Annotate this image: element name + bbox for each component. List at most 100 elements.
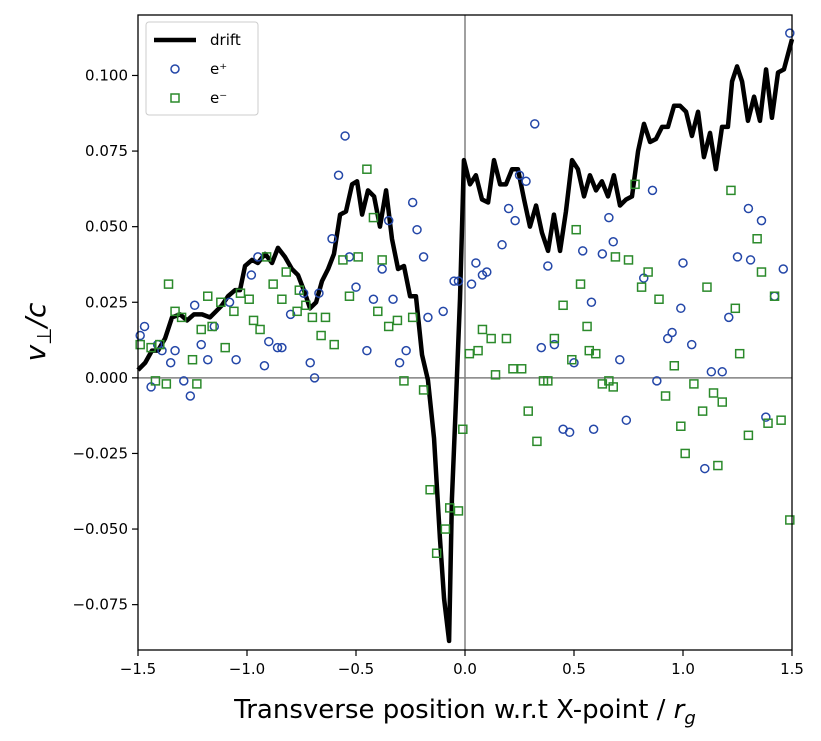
electron-point — [726, 185, 736, 196]
electron-point — [785, 515, 795, 525]
y-label-sub: ⊥ — [32, 327, 56, 344]
positron-point — [383, 215, 394, 226]
electron-point — [268, 279, 278, 289]
positron-point — [449, 276, 459, 286]
electron-point — [294, 285, 305, 295]
positron-point — [543, 261, 553, 271]
electron-point — [453, 506, 464, 516]
electron-point — [516, 364, 527, 374]
electron-point — [597, 379, 608, 389]
positron-point — [482, 267, 492, 277]
y-tick-label: 0.050 — [85, 218, 128, 236]
electron-point — [418, 385, 429, 395]
positron-point — [362, 345, 372, 356]
electron-point — [473, 345, 483, 356]
electron-point — [643, 267, 653, 277]
electron-point — [353, 252, 363, 262]
electron-point — [636, 282, 647, 292]
positron-point — [418, 252, 429, 262]
electron-point — [192, 379, 202, 389]
y-axis-label: v⊥/c — [19, 302, 56, 361]
positron-point — [314, 288, 324, 298]
positron-point — [453, 276, 464, 286]
positron-point — [394, 357, 405, 368]
positron-point — [189, 300, 200, 311]
electron-point — [508, 364, 518, 374]
electron-point — [163, 279, 174, 289]
electron-point — [320, 312, 331, 323]
positron-point — [621, 415, 632, 425]
electron-point — [756, 267, 767, 277]
positron-point — [667, 327, 677, 338]
electron-point — [630, 179, 640, 190]
electron-point — [776, 415, 786, 425]
electron-point — [680, 448, 690, 459]
positron-point — [652, 376, 662, 386]
x-tick-label: 1.0 — [671, 660, 695, 678]
positron-point — [662, 333, 673, 344]
y-label-var: v — [19, 344, 52, 361]
x-tick-label: 1.5 — [780, 660, 804, 678]
positron-point — [277, 342, 287, 353]
legend-label: e⁻ — [210, 89, 227, 107]
positron-point — [604, 212, 614, 223]
electron-point — [458, 424, 468, 435]
electron-point — [383, 321, 394, 332]
positron-point — [530, 119, 540, 129]
positron-point — [246, 270, 257, 280]
electron-point — [368, 212, 379, 223]
electron-point — [150, 376, 161, 386]
electron-point — [713, 460, 723, 471]
electron-point — [734, 348, 745, 359]
positron-point — [423, 312, 433, 323]
positron-point — [785, 28, 795, 38]
electron-point — [660, 391, 671, 401]
positron-point — [536, 342, 547, 353]
electron-point — [582, 321, 592, 332]
electron-point — [717, 397, 727, 407]
electron-point — [281, 267, 291, 277]
positron-point — [564, 427, 575, 438]
x-axis-label: Transverse position w.r.t X-point / rg — [233, 695, 696, 729]
positron-point — [285, 309, 296, 320]
positron-point — [471, 258, 481, 268]
electron-point — [477, 324, 488, 335]
positron-point — [732, 252, 743, 262]
positron-point — [503, 203, 514, 214]
positron-point — [259, 361, 270, 371]
positron-point — [401, 345, 411, 356]
electron-point — [255, 324, 265, 335]
electron-point — [207, 321, 217, 332]
electron-point — [697, 406, 708, 416]
positron-point — [185, 391, 196, 401]
positron-point — [157, 345, 167, 356]
positron-point — [272, 342, 283, 353]
positron-point — [309, 373, 320, 383]
legend-marker — [170, 93, 180, 103]
electron-point — [220, 342, 230, 353]
electron-point — [464, 348, 475, 359]
electron-point — [654, 294, 664, 304]
y-tick-label: 0.025 — [85, 293, 128, 311]
electron-point — [558, 300, 568, 311]
positron-point — [497, 240, 507, 250]
electron-point — [161, 379, 172, 389]
electron-point — [362, 164, 372, 174]
positron-point — [588, 424, 599, 435]
electron-point — [708, 388, 719, 398]
electron-point — [155, 339, 165, 350]
electron-point — [608, 382, 618, 392]
positron-point — [676, 303, 686, 314]
x-tick-label: −1.0 — [229, 660, 265, 678]
electron-point — [591, 348, 601, 359]
electron-point — [669, 361, 680, 371]
y-tick-label: −0.075 — [72, 596, 128, 614]
positron-point — [209, 321, 220, 332]
electron-point — [532, 436, 542, 447]
positron-point — [510, 215, 520, 226]
electron-point — [676, 421, 686, 431]
y-tick-label: −0.025 — [72, 444, 128, 462]
electron-point — [203, 291, 213, 301]
positron-point — [407, 197, 418, 208]
y-tick-label: 0.000 — [85, 369, 128, 387]
